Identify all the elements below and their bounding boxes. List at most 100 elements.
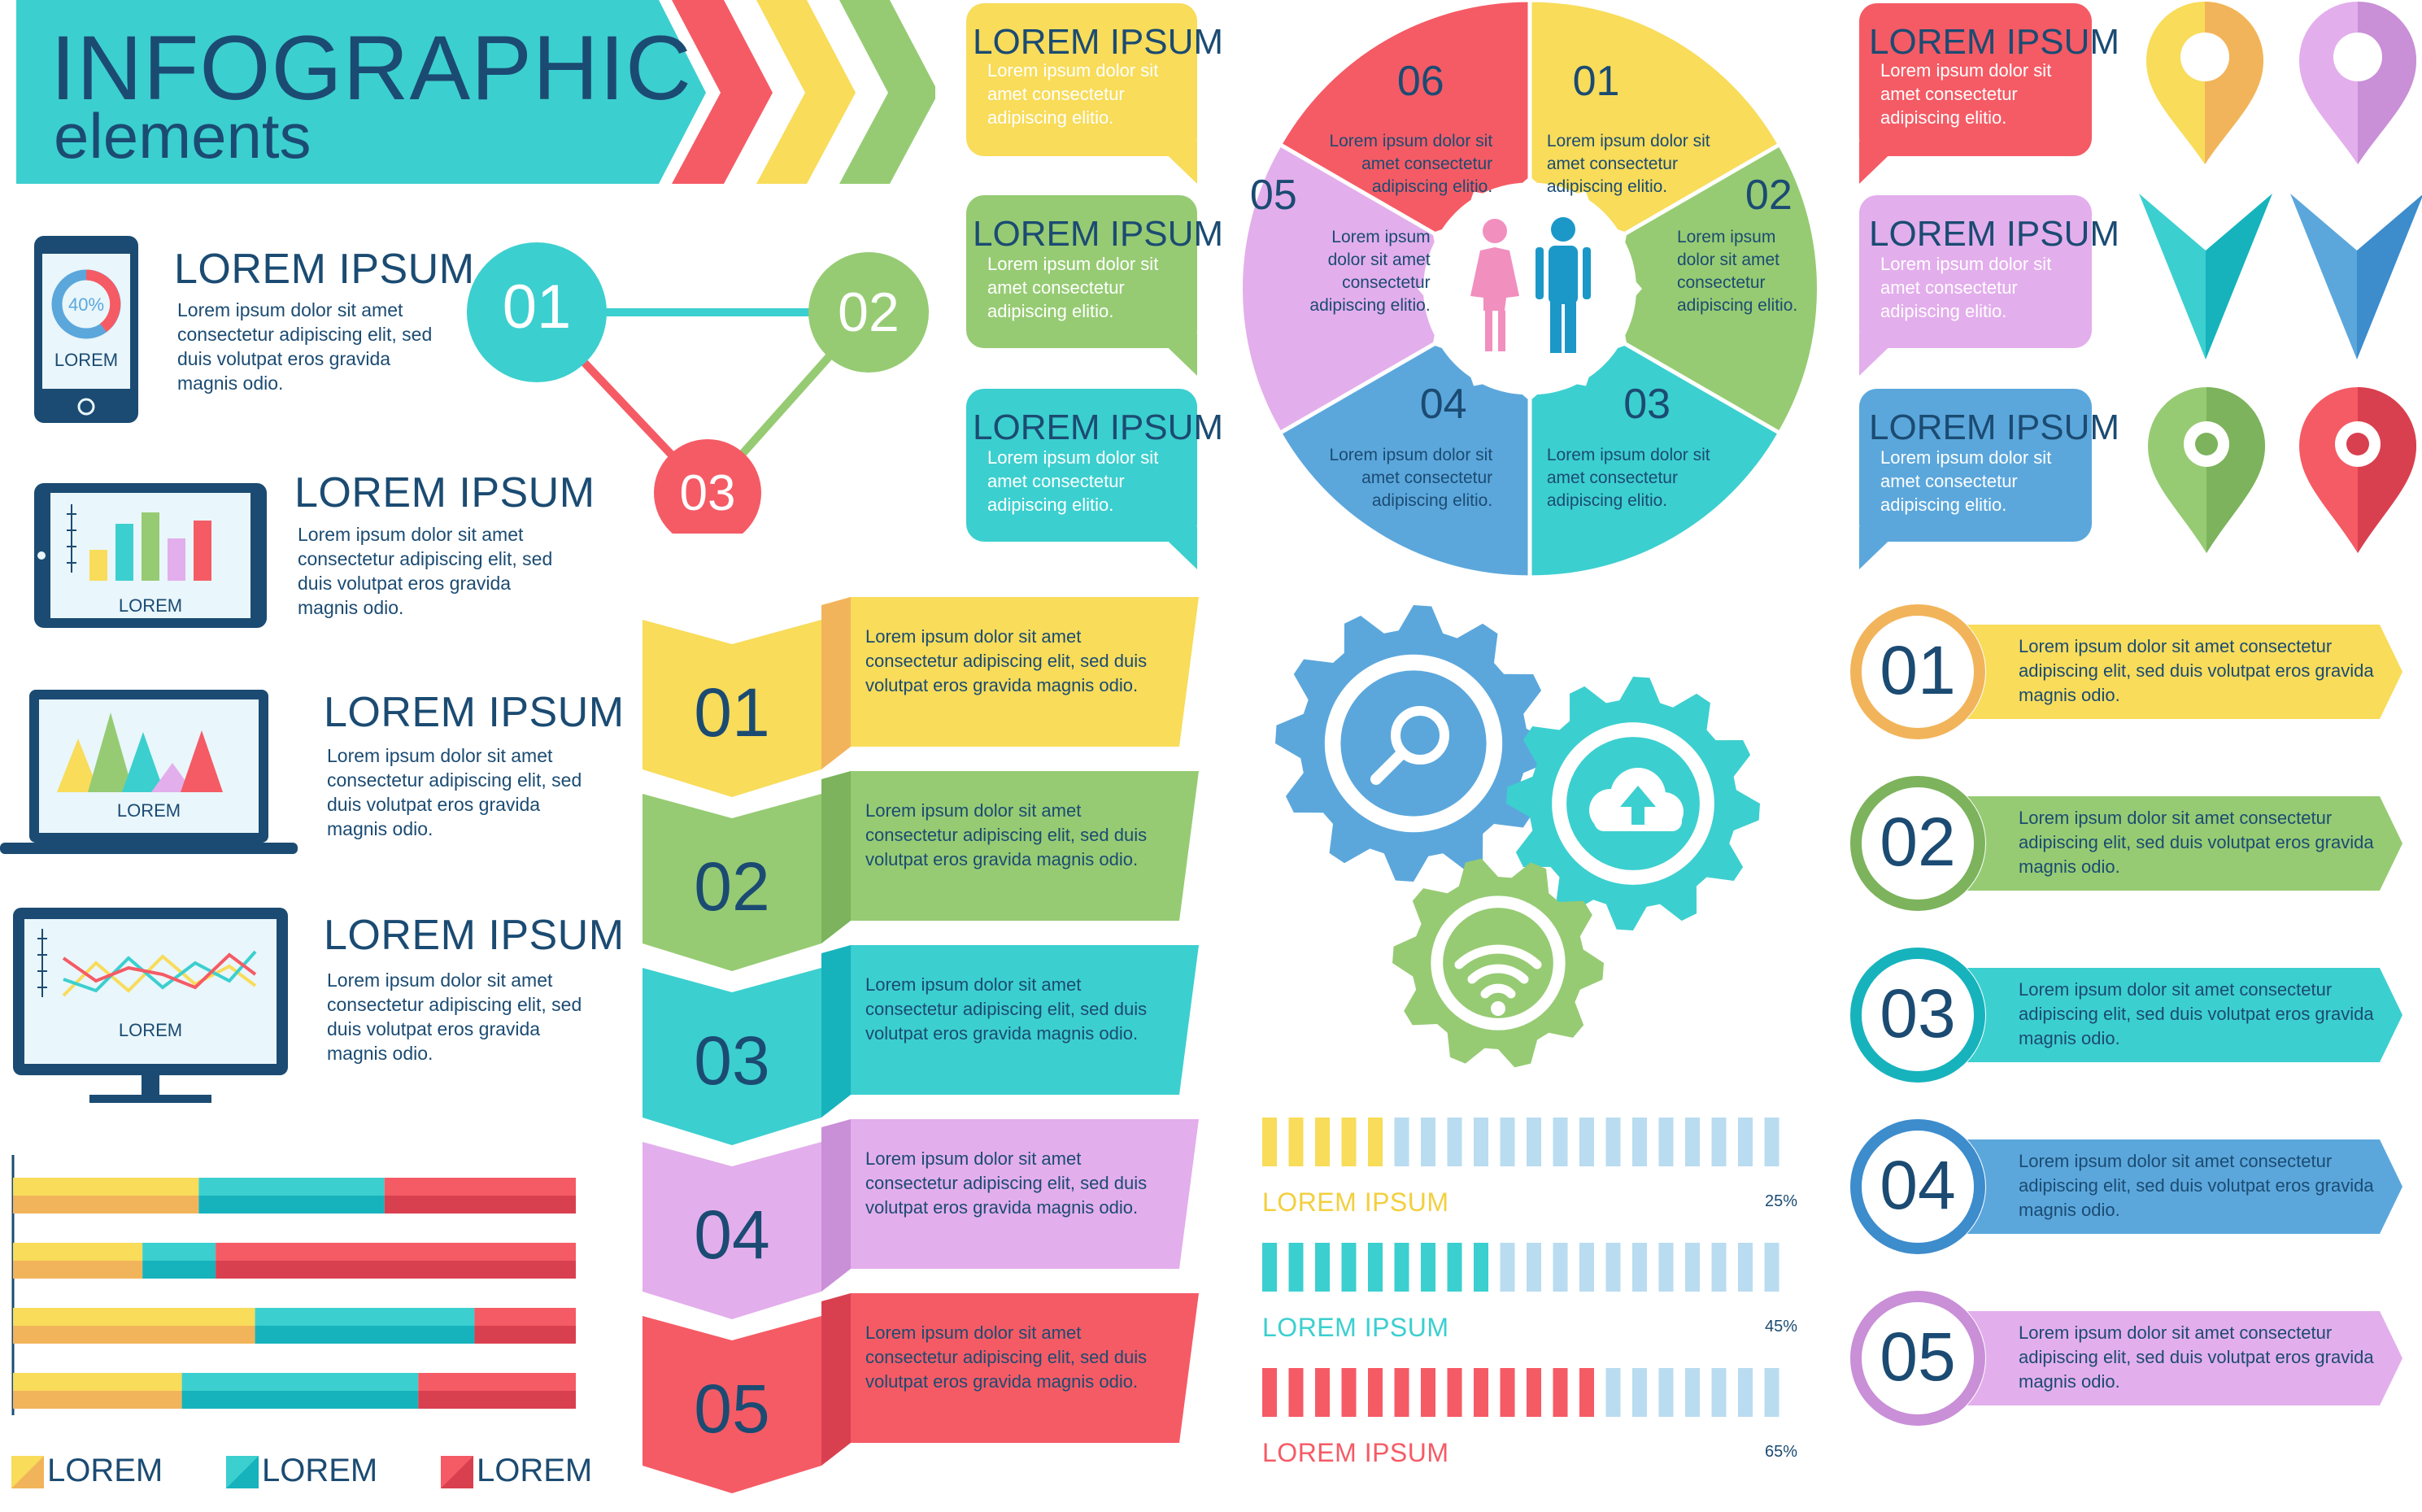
progress-3-tick	[1394, 1368, 1409, 1417]
progress-2-tick	[1315, 1243, 1330, 1292]
progress-1-tick	[1315, 1118, 1330, 1166]
progress-2-tick	[1421, 1243, 1435, 1292]
gear-svg	[1275, 605, 1760, 1068]
purple-map-pin-icon	[2297, 0, 2419, 170]
gear-wifi	[1392, 858, 1604, 1068]
arrow-bar-05	[1960, 1311, 2402, 1405]
progress-1-tick	[1685, 1118, 1700, 1166]
stacked-segment-shade	[13, 1391, 182, 1409]
stacked-segment	[418, 1373, 576, 1391]
bubble-mid-1-text: Lorem ipsum dolor sit amet consectetur a…	[987, 60, 1159, 128]
arrow-number-02: 02	[1880, 804, 1956, 880]
wheel-number-04: 04	[1419, 381, 1467, 429]
progress-1-tick	[1394, 1118, 1409, 1166]
blue-arrow-marker-icon	[2290, 194, 2422, 365]
stacked-bar-chart	[0, 1155, 586, 1427]
ribbon-banner-03	[851, 945, 1199, 1095]
ribbon-text-02: Lorem ipsum dolor sit amet consectetur a…	[865, 800, 1148, 869]
progress-3-tick	[1527, 1368, 1541, 1417]
wheel-svg	[1243, 2, 1817, 576]
progress-1-tick	[1553, 1118, 1568, 1166]
bubble-right-2-text: Lorem ipsum dolor sit amet consectetur a…	[1880, 254, 2052, 321]
progress-svg	[1262, 1118, 1779, 1417]
arrow-text-02: Lorem ipsum dolor sit amet consectetur a…	[2019, 808, 2374, 877]
ribbon-fold-02	[821, 771, 851, 943]
stacked-segment-shade	[181, 1391, 419, 1409]
progress-2-tick	[1764, 1243, 1779, 1292]
arrow-ring-02	[1850, 776, 1985, 911]
device-heading-1: LOREM IPSUM	[174, 246, 475, 293]
stacked-segment-shade	[255, 1326, 475, 1344]
numbered-arrow-list	[1846, 600, 2415, 1466]
progress-pct-2: 45%	[1765, 1318, 1798, 1336]
red-map-pin-icon	[2297, 386, 2419, 560]
wheel-segment-03	[1531, 343, 1777, 576]
bubble-mid-3	[966, 389, 1197, 577]
stacked-bar-svg	[11, 1155, 576, 1415]
ribbon-svg	[643, 597, 1199, 1493]
bubble-right-3-title: LOREM IPSUM	[1869, 407, 2120, 447]
bubble-right-3-text: Lorem ipsum dolor sit amet consectetur a…	[1880, 447, 2052, 515]
node-03-circle	[654, 439, 761, 547]
ribbon-banner-04	[851, 1119, 1199, 1269]
node-02-circle	[808, 252, 929, 373]
device-heading-4: LOREM IPSUM	[324, 912, 625, 959]
arrow-ring-04	[1850, 1119, 1985, 1254]
bubble-right-2	[1859, 195, 2092, 383]
bubble-mid-3-title: LOREM IPSUM	[973, 407, 1224, 447]
progress-2-tick	[1685, 1243, 1700, 1292]
arrow-number-03: 03	[1880, 975, 1956, 1052]
progress-2-tick	[1500, 1243, 1515, 1292]
progress-2-tick	[1527, 1243, 1541, 1292]
arrow-ring-01	[1850, 604, 1985, 739]
progress-3-tick	[1711, 1368, 1727, 1417]
stacked-segment	[13, 1243, 143, 1261]
stacked-segment-shade	[142, 1261, 216, 1279]
laptop-device	[0, 688, 301, 861]
wheel-number-05: 05	[1249, 171, 1297, 219]
bubble-mid-2-title: LOREM IPSUM	[973, 214, 1224, 254]
bubble-mid-2-text: Lorem ipsum dolor sit amet consectetur a…	[987, 254, 1159, 321]
woman-icon	[1470, 219, 1519, 351]
progress-1-tick	[1421, 1118, 1435, 1166]
stacked-segment	[474, 1308, 576, 1326]
stacked-segment-shade	[474, 1326, 576, 1344]
progress-3-tick	[1579, 1368, 1594, 1417]
wheel-number-02: 02	[1745, 171, 1793, 219]
arrow-text-05: Lorem ipsum dolor sit amet consectetur a…	[2019, 1322, 2374, 1392]
progress-1-tick	[1500, 1118, 1515, 1166]
phone-screen-label: LOREM	[54, 350, 119, 370]
arrow-number-05: 05	[1880, 1318, 1956, 1395]
ribbon-text-01: Lorem ipsum dolor sit amet consectetur a…	[865, 626, 1148, 695]
device-text-4: Lorem ipsum dolor sit amet consectetur a…	[327, 970, 582, 1064]
stacked-segment	[216, 1243, 576, 1261]
progress-3-tick	[1421, 1368, 1435, 1417]
green-map-pin-icon	[2145, 386, 2267, 560]
progress-1-tick	[1288, 1118, 1304, 1166]
progress-2-tick	[1262, 1243, 1277, 1292]
device-heading-2: LOREM IPSUM	[294, 469, 595, 516]
device-text-1: Lorem ipsum dolor sit amet consectetur a…	[177, 299, 433, 394]
progress-1-tick	[1447, 1118, 1462, 1166]
yellow-map-pin-icon	[2144, 0, 2266, 170]
bubble-right-3	[1859, 389, 2092, 577]
progress-2-tick	[1474, 1243, 1488, 1292]
stacked-segment	[13, 1308, 255, 1326]
node-01-circle	[467, 242, 607, 382]
stacked-segment	[384, 1178, 576, 1196]
node-01-label: 01	[502, 272, 572, 342]
bubble-mid-3-text: Lorem ipsum dolor sit amet consectetur a…	[987, 447, 1159, 515]
progress-2-tick	[1288, 1243, 1304, 1292]
progress-3-tick	[1553, 1368, 1568, 1417]
search-icon	[1370, 706, 1449, 785]
bubble-right-1	[1859, 3, 2092, 191]
progress-label-1: LOREM IPSUM	[1262, 1187, 1449, 1217]
legend-label-1: LOREM	[47, 1453, 163, 1488]
wheel-hub	[1418, 176, 1642, 401]
progress-pct-3: 65%	[1765, 1443, 1798, 1461]
progress-3-tick	[1315, 1368, 1330, 1417]
title-banner	[16, 0, 939, 185]
progress-3-tick	[1685, 1368, 1700, 1417]
arrow-text-03: Lorem ipsum dolor sit amet consectetur a…	[2019, 979, 2374, 1048]
progress-2-tick	[1341, 1243, 1357, 1292]
